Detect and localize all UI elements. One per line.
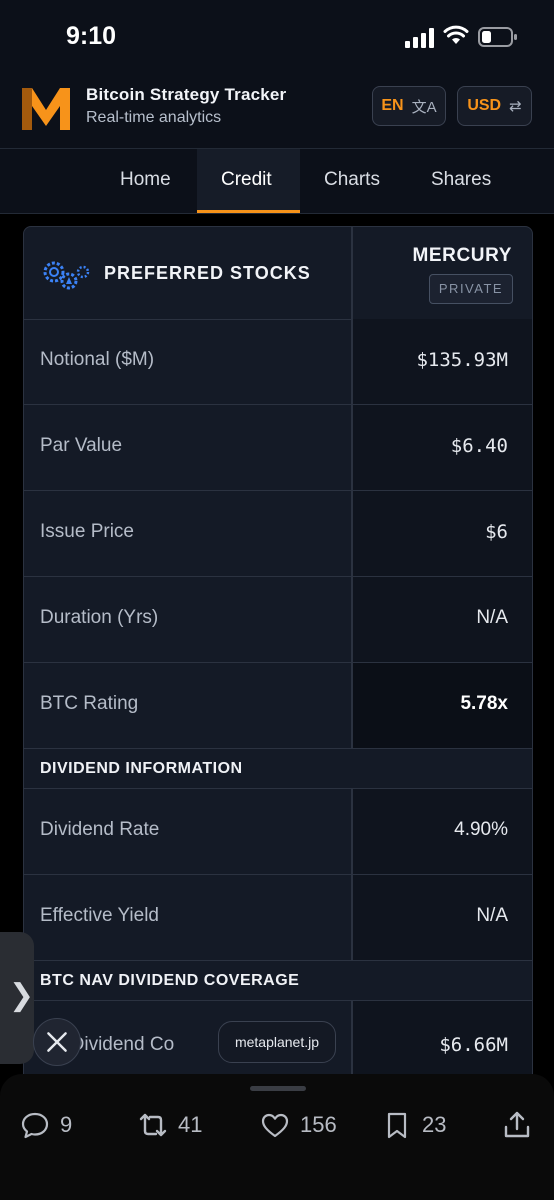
currency-toggle-button[interactable]: USD ⇄ <box>457 86 532 126</box>
table-row: Issue Price $6 <box>24 491 532 577</box>
private-badge: PRIVATE <box>429 274 513 304</box>
section-title: DIVIDEND INFORMATION <box>40 760 243 777</box>
column-divider <box>351 319 353 405</box>
reply-icon <box>21 1112 49 1139</box>
row-label: BTC Rating <box>40 693 139 714</box>
nav-tabs: Home Credit Charts Shares <box>0 148 554 214</box>
table-row: Notional ($M) $135.93M <box>24 319 532 405</box>
close-button[interactable] <box>33 1018 81 1066</box>
row-label: Par Value <box>40 435 123 456</box>
like-button[interactable]: 156 <box>260 1110 337 1140</box>
row-label: Notional ($M) <box>40 349 155 370</box>
column-divider <box>351 405 353 491</box>
row-label: Duration (Yrs) <box>40 607 159 628</box>
column-divider <box>351 577 353 663</box>
section-header-dividend: DIVIDEND INFORMATION <box>24 749 532 789</box>
section-title: BTC NAV DIVIDEND COVERAGE <box>40 972 300 989</box>
swap-icon: ⇄ <box>509 98 522 115</box>
table-row: ual Dividend Co $6.66M <box>24 1001 532 1087</box>
share-button[interactable] <box>502 1110 542 1140</box>
wifi-icon <box>443 25 469 44</box>
active-tab-background <box>197 149 300 212</box>
status-time: 9:10 <box>66 22 117 50</box>
app-header: Bitcoin Strategy Tracker Real-time analy… <box>0 72 554 148</box>
url-chip[interactable]: metaplanet.jp <box>218 1021 336 1063</box>
value-cell <box>353 789 532 874</box>
value-cell <box>353 405 532 490</box>
active-tab-indicator <box>197 210 300 213</box>
like-icon <box>261 1113 289 1138</box>
row-label: Issue Price <box>40 521 134 542</box>
column-divider <box>351 789 353 875</box>
currency-label: USD <box>467 97 502 114</box>
post-action-bar: 9 41 156 23 <box>0 1074 554 1200</box>
row-value: N/A <box>476 607 508 628</box>
side-drawer-handle[interactable]: ❯ <box>0 932 34 1064</box>
table-row: Effective Yield N/A <box>24 875 532 961</box>
table-row: Duration (Yrs) N/A <box>24 577 532 663</box>
repost-icon <box>139 1113 167 1137</box>
language-label: EN <box>381 97 404 114</box>
row-value: $6.66M <box>439 1034 508 1056</box>
repost-count: 41 <box>178 1112 203 1137</box>
gears-icon <box>43 261 90 290</box>
tab-home[interactable]: Home <box>120 169 171 190</box>
row-value: 4.90% <box>454 819 508 840</box>
repost-button[interactable]: 41 <box>138 1110 202 1140</box>
value-cell <box>353 875 532 960</box>
row-value: N/A <box>476 905 508 926</box>
table-title: PREFERRED STOCKS <box>104 263 311 283</box>
table-header: PREFERRED STOCKS MERCURY PRIVATE <box>24 227 532 320</box>
row-value: $6.40 <box>450 435 508 457</box>
bookmark-button[interactable]: 23 <box>382 1110 446 1140</box>
sheet-grabber[interactable] <box>250 1086 306 1091</box>
bookmark-count: 23 <box>422 1112 447 1137</box>
m-logo-icon <box>22 88 70 130</box>
value-cell <box>353 577 532 662</box>
column-divider <box>351 227 353 319</box>
value-cell <box>353 663 532 748</box>
like-count: 156 <box>300 1112 337 1137</box>
table-row: Par Value $6.40 <box>24 405 532 491</box>
reply-count: 9 <box>60 1112 73 1137</box>
table-row: Dividend Rate 4.90% <box>24 789 532 875</box>
column-divider <box>351 491 353 577</box>
reply-button[interactable]: 9 <box>20 1110 72 1140</box>
value-cell <box>353 1001 532 1086</box>
row-value: $6 <box>485 521 508 543</box>
section-header-coverage: BTC NAV DIVIDEND COVERAGE <box>24 961 532 1001</box>
value-cell <box>353 319 532 404</box>
cellular-signal-icon <box>405 28 434 48</box>
column-name: MERCURY <box>412 245 512 266</box>
language-toggle-button[interactable]: EN 文A <box>372 86 446 126</box>
value-cell <box>353 491 532 576</box>
app-subtitle: Real-time analytics <box>86 109 222 126</box>
status-bar: 9:10 <box>0 0 554 72</box>
share-icon <box>504 1111 530 1138</box>
column-divider <box>351 663 353 749</box>
tab-credit[interactable]: Credit <box>221 169 272 190</box>
preferred-stocks-table: PREFERRED STOCKS MERCURY PRIVATE Notiona… <box>23 226 533 1088</box>
battery-icon <box>478 27 517 47</box>
app-title: Bitcoin Strategy Tracker <box>86 85 287 104</box>
row-value: $135.93M <box>416 349 508 371</box>
tab-shares[interactable]: Shares <box>431 169 492 190</box>
chevron-right-icon: ❯ <box>9 979 35 1012</box>
close-icon <box>47 1032 67 1052</box>
column-divider <box>351 875 353 961</box>
row-label: Dividend Rate <box>40 819 160 840</box>
row-label: Effective Yield <box>40 905 160 926</box>
column-divider <box>351 1001 353 1087</box>
bookmark-icon <box>387 1112 407 1139</box>
row-value: 5.78x <box>460 693 508 714</box>
table-row: BTC Rating 5.78x <box>24 663 532 749</box>
translate-icon: 文A <box>411 98 437 116</box>
tab-charts[interactable]: Charts <box>324 169 380 190</box>
